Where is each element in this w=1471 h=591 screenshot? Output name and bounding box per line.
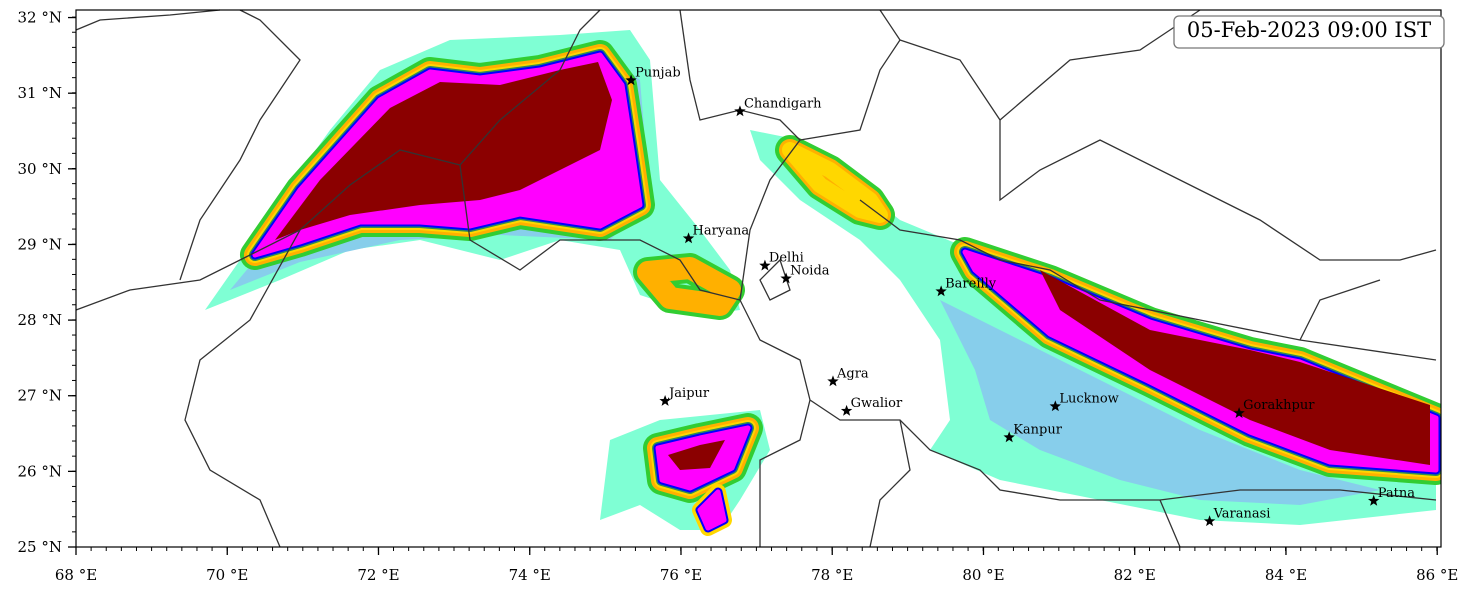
- x-tick-label: 86 °E: [1416, 566, 1458, 584]
- heavy-rain-cores: [255, 55, 1436, 528]
- city-marker: [734, 105, 746, 117]
- y-tick-label: 29 °N: [18, 235, 62, 253]
- city-label: Chandigarh: [744, 96, 822, 111]
- y-tick-label: 32 °N: [18, 9, 62, 27]
- city-marker: [1049, 400, 1062, 412]
- city-marker: [625, 74, 637, 86]
- x-tick-label: 80 °E: [962, 566, 1004, 584]
- city-label: Lucknow: [1059, 391, 1119, 406]
- x-tick-label: 68 °E: [55, 566, 97, 584]
- city-label: Gorakhpur: [1243, 398, 1315, 413]
- light-rain: [940, 300, 1380, 505]
- city-marker: [682, 232, 695, 244]
- city-label: Haryana: [693, 223, 750, 238]
- y-tick-label: 31 °N: [18, 84, 62, 102]
- city-label: Kanpur: [1013, 422, 1063, 437]
- city-marker: [1233, 407, 1245, 418]
- city-marker: [659, 395, 671, 406]
- city-label: Bareilly: [945, 276, 997, 291]
- city-marker: [1003, 431, 1015, 443]
- y-tick-label: 30 °N: [18, 160, 62, 178]
- city-marker: [827, 375, 839, 387]
- city-marker: [1203, 515, 1216, 527]
- city-marker: [1367, 494, 1380, 506]
- city-label: Varanasi: [1213, 506, 1271, 521]
- city-label: Noida: [790, 264, 830, 279]
- x-tick-label: 76 °E: [660, 566, 702, 584]
- x-tick-label: 78 °E: [811, 566, 853, 584]
- timestamp-frame: [1173, 15, 1445, 49]
- city-label: Delhi: [769, 251, 804, 266]
- timestamp: 05-Feb-2023 09:00 IST: [1187, 18, 1431, 42]
- y-tick-label: 25 °N: [18, 538, 62, 556]
- rainfall-field: [205, 30, 1436, 530]
- y-tick-label: 26 °N: [18, 462, 62, 480]
- y-tick-label: 28 °N: [18, 311, 62, 329]
- city-marker: [840, 404, 853, 416]
- y-tick-label: 27 °N: [18, 387, 62, 405]
- city-marker: [780, 272, 792, 284]
- borders: [75, 9, 1437, 548]
- city-label: Jaipur: [667, 386, 710, 401]
- x-tick-label: 84 °E: [1265, 566, 1307, 584]
- timestamp-box: 05-Feb-2023 09:00 IST: [1173, 15, 1445, 49]
- city-marker: [759, 259, 771, 271]
- city-label: Gwalior: [851, 396, 903, 411]
- city-label: Agra: [836, 366, 869, 381]
- plot-frame: [75, 9, 1442, 548]
- city-label: Patna: [1378, 486, 1416, 501]
- city-label: Punjab: [635, 65, 681, 80]
- x-tick-label: 72 °E: [357, 566, 399, 584]
- x-tick-label: 70 °E: [206, 566, 248, 584]
- city-marker: [935, 285, 947, 297]
- x-tick-label: 82 °E: [1114, 566, 1156, 584]
- x-tick-label: 74 °E: [509, 566, 551, 584]
